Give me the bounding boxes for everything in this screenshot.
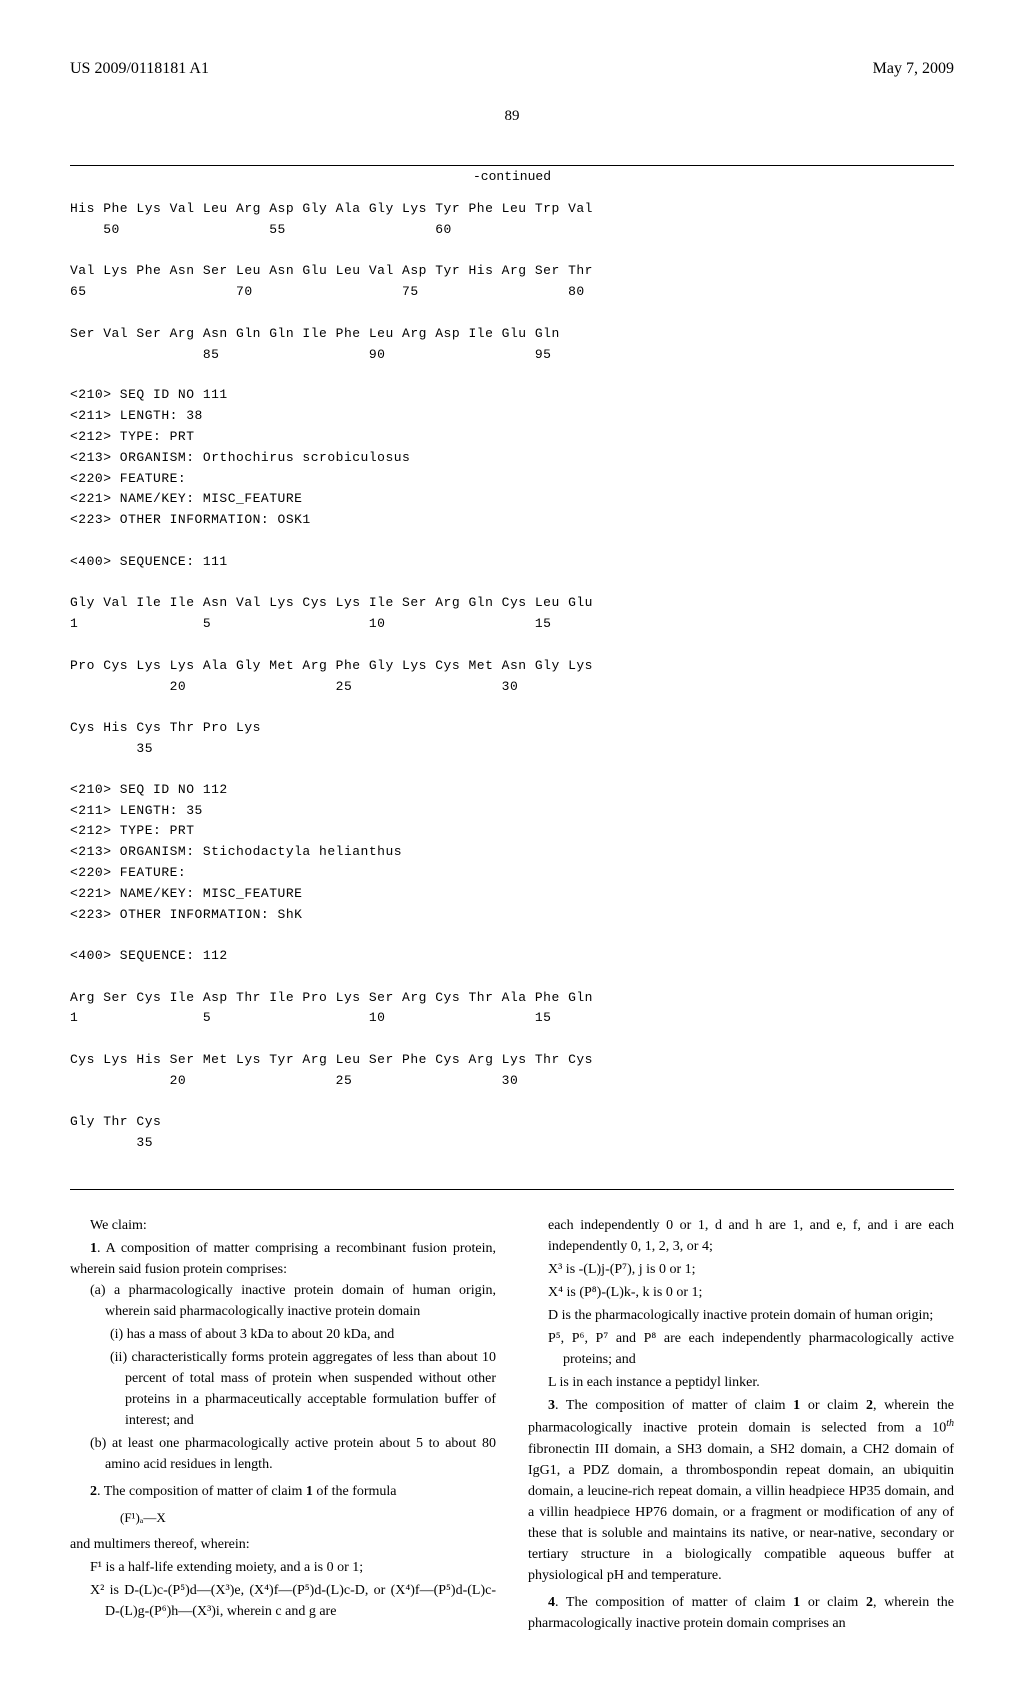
- claim-2: 2. The composition of matter of claim 1 …: [70, 1481, 496, 1622]
- claims-section: We claim: 1. A composition of matter com…: [70, 1215, 954, 1640]
- claim-text: 3. The composition of matter of claim 1 …: [528, 1395, 954, 1586]
- seq-numbers: 1 5 10 15: [70, 614, 954, 635]
- claims-left-column: We claim: 1. A composition of matter com…: [70, 1215, 496, 1640]
- seq-header: <211> LENGTH: 38: [70, 406, 954, 427]
- seq-header: <212> TYPE: PRT: [70, 427, 954, 448]
- seq-numbers: 20 25 30: [70, 1071, 954, 1092]
- definition: L is in each instance a peptidyl linker.: [528, 1372, 954, 1393]
- claim-sub-b: (b) at least one pharmacologically activ…: [70, 1433, 496, 1475]
- seq-header: <400> SEQUENCE: 111: [70, 552, 954, 573]
- seq-numbers: 1 5 10 15: [70, 1008, 954, 1029]
- claim-text: 2. The composition of matter of claim 1 …: [70, 1481, 496, 1502]
- sequence-block-112: <210> SEQ ID NO 112 <211> LENGTH: 35 <21…: [70, 780, 954, 1154]
- claim-3: 3. The composition of matter of claim 1 …: [528, 1395, 954, 1586]
- seq-residues: Gly Val Ile Ile Asn Val Lys Cys Lys Ile …: [70, 593, 954, 614]
- seq-residues: Arg Ser Cys Ile Asp Thr Ile Pro Lys Ser …: [70, 988, 954, 1009]
- seq-residues: Ser Val Ser Arg Asn Gln Gln Ile Phe Leu …: [70, 324, 954, 345]
- seq-header: <221> NAME/KEY: MISC_FEATURE: [70, 489, 954, 510]
- claim-text: 1. A composition of matter comprising a …: [70, 1238, 496, 1280]
- claim-continuation: and multimers thereof, wherein:: [70, 1534, 496, 1555]
- seq-residues: Gly Thr Cys: [70, 1112, 954, 1133]
- claim-number: 1: [90, 1241, 97, 1256]
- seq-numbers: 50 55 60: [70, 220, 954, 241]
- seq-numbers: 85 90 95: [70, 345, 954, 366]
- patent-number: US 2009/0118181 A1: [70, 60, 209, 78]
- seq-residues: Cys Lys His Ser Met Lys Tyr Arg Leu Ser …: [70, 1050, 954, 1071]
- seq-residues: Val Lys Phe Asn Ser Leu Asn Glu Leu Val …: [70, 261, 954, 282]
- claim-body: . The composition of matter of claim: [555, 1398, 793, 1413]
- page-number: 89: [70, 108, 954, 125]
- claim-body: . The composition of matter of claim: [97, 1484, 306, 1499]
- seq-numbers: 20 25 30: [70, 677, 954, 698]
- claims-intro: We claim:: [70, 1215, 496, 1236]
- definition: X³ is -(L)j-(P⁷), j is 0 or 1;: [528, 1259, 954, 1280]
- section-divider-top: [70, 165, 954, 166]
- claim-body: fibronectin III domain, a SH3 domain, a …: [528, 1442, 954, 1583]
- seq-numbers: 65 70 75 80: [70, 282, 954, 303]
- claim-sub-a-i: (i) has a mass of about 3 kDa to about 2…: [70, 1324, 496, 1345]
- claim-body: . A composition of matter comprising a r…: [70, 1241, 496, 1277]
- seq-header: <223> OTHER INFORMATION: OSK1: [70, 510, 954, 531]
- seq-header: <210> SEQ ID NO 112: [70, 780, 954, 801]
- sequence-block-continuation: His Phe Lys Val Leu Arg Asp Gly Ala Gly …: [70, 199, 954, 365]
- claim-body: or claim: [800, 1398, 866, 1413]
- seq-numbers: 35: [70, 1133, 954, 1154]
- seq-header: <211> LENGTH: 35: [70, 801, 954, 822]
- definition: F¹ is a half-life extending moiety, and …: [70, 1557, 496, 1578]
- definition-cont: each independently 0 or 1, d and h are 1…: [528, 1215, 954, 1257]
- definition: P⁵, P⁶, P⁷ and P⁸ are each independently…: [528, 1328, 954, 1370]
- claim-ref: 2: [866, 1398, 873, 1413]
- claim-sub-a: (a) a pharmacologically inactive protein…: [70, 1280, 496, 1322]
- page-header: US 2009/0118181 A1 May 7, 2009: [70, 60, 954, 78]
- claim-1: 1. A composition of matter comprising a …: [70, 1238, 496, 1475]
- seq-header: <220> FEATURE:: [70, 469, 954, 490]
- seq-header: <223> OTHER INFORMATION: ShK: [70, 905, 954, 926]
- formula: (F¹)ₐ—X: [70, 1508, 496, 1528]
- definition: X⁴ is (P⁸)-(L)k-, k is 0 or 1;: [528, 1282, 954, 1303]
- seq-header: <212> TYPE: PRT: [70, 821, 954, 842]
- claim-number: 2: [90, 1484, 97, 1499]
- claim-text: 4. The composition of matter of claim 1 …: [528, 1592, 954, 1634]
- claim-body: or claim: [800, 1595, 866, 1610]
- seq-residues: Pro Cys Lys Lys Ala Gly Met Arg Phe Gly …: [70, 656, 954, 677]
- claim-ref: 2: [866, 1595, 873, 1610]
- definition: D is the pharmacologically inactive prot…: [528, 1305, 954, 1326]
- claim-ref: 1: [793, 1398, 800, 1413]
- seq-header: <220> FEATURE:: [70, 863, 954, 884]
- superscript: th: [946, 1418, 954, 1429]
- sequence-listing: His Phe Lys Val Leu Arg Asp Gly Ala Gly …: [70, 199, 954, 1190]
- claim-number: 4: [548, 1595, 555, 1610]
- seq-header: <221> NAME/KEY: MISC_FEATURE: [70, 884, 954, 905]
- continued-label: -continued: [70, 169, 954, 184]
- seq-header: <210> SEQ ID NO 111: [70, 385, 954, 406]
- seq-residues: Cys His Cys Thr Pro Lys: [70, 718, 954, 739]
- seq-header: <213> ORGANISM: Stichodactyla helianthus: [70, 842, 954, 863]
- claim-body: . The composition of matter of claim: [555, 1595, 793, 1610]
- claim-sub-a-ii: (ii) characteristically forms protein ag…: [70, 1347, 496, 1431]
- seq-header: <400> SEQUENCE: 112: [70, 946, 954, 967]
- seq-numbers: 35: [70, 739, 954, 760]
- claim-number: 3: [548, 1398, 555, 1413]
- claims-right-column: each independently 0 or 1, d and h are 1…: [528, 1215, 954, 1640]
- sequence-block-111: <210> SEQ ID NO 111 <211> LENGTH: 38 <21…: [70, 385, 954, 759]
- claim-4: 4. The composition of matter of claim 1 …: [528, 1592, 954, 1634]
- claim-ref: 1: [306, 1484, 313, 1499]
- claim-ref: 1: [793, 1595, 800, 1610]
- claim-body: of the formula: [313, 1484, 397, 1499]
- seq-header: <213> ORGANISM: Orthochirus scrobiculosu…: [70, 448, 954, 469]
- patent-date: May 7, 2009: [873, 60, 954, 78]
- definition: X² is D-(L)c-(P⁵)d—(X³)e, (X⁴)f—(P⁵)d-(L…: [70, 1580, 496, 1622]
- seq-residues: His Phe Lys Val Leu Arg Asp Gly Ala Gly …: [70, 199, 954, 220]
